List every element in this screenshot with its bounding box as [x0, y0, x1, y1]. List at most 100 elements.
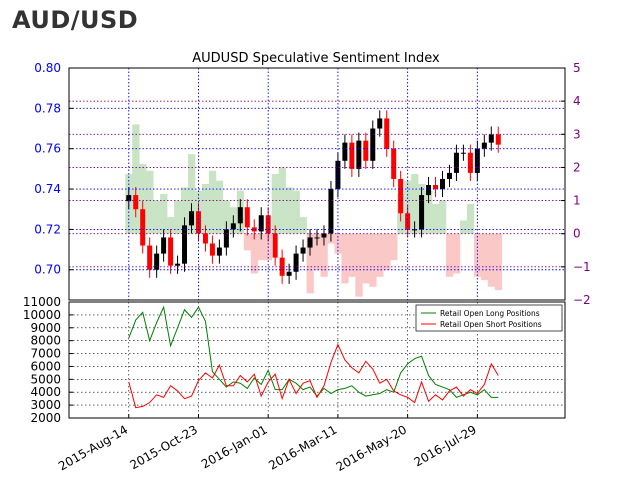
y-tick-label: 0.70	[34, 263, 61, 277]
price-candle	[251, 227, 257, 232]
price-candle	[140, 209, 146, 246]
price-candle	[460, 152, 466, 154]
price-candle	[363, 140, 369, 161]
y-tick-label: 1	[573, 194, 581, 208]
price-candle	[433, 185, 439, 190]
sentiment-bar	[299, 217, 307, 234]
sentiment-bar	[355, 233, 363, 297]
price-candle	[230, 223, 236, 230]
x-tick-label: 2016-Jul-29	[412, 422, 479, 469]
sentiment-bar	[480, 233, 489, 281]
price-candle	[398, 178, 404, 214]
sentiment-bar	[132, 124, 140, 234]
price-candle	[133, 195, 139, 210]
price-candle	[293, 253, 299, 272]
sentiment-bar	[292, 190, 300, 234]
sentiment-bar	[390, 233, 398, 261]
price-candle	[202, 233, 208, 244]
price-candle	[342, 142, 348, 161]
price-candle	[314, 237, 320, 239]
price-candle	[189, 211, 195, 226]
x-tick-label: 2016-Jan-01	[199, 422, 270, 471]
price-sentiment-panel: 0.70 0.72 0.74 0.76 0.78 0.80 −2 −1 0 1 2 3 4 5	[34, 61, 590, 307]
x-tick-label: 2015-Aug-14	[56, 422, 130, 473]
price-candle	[244, 207, 250, 228]
price-candle	[286, 271, 292, 276]
price-candle	[272, 233, 278, 258]
plot-frame	[68, 301, 566, 419]
sentiment-bar	[271, 174, 279, 234]
price-candle	[419, 195, 425, 230]
sentiment-bar	[445, 233, 454, 277]
price-candle	[328, 189, 334, 234]
price-candle	[474, 148, 480, 173]
y-tick-label: 11000	[23, 295, 61, 309]
sentiment-bar	[306, 233, 314, 294]
sentiment-bar	[174, 200, 182, 234]
x-tick-label: 2015-Oct-23	[128, 422, 200, 472]
price-candle	[439, 178, 445, 190]
positions-panel: 2000300040005000600070008000900010000110…	[23, 295, 566, 425]
y-tick-label: 4	[573, 94, 581, 108]
sentiment-bar	[167, 217, 175, 234]
price-candle	[209, 243, 215, 256]
sentiment-bar	[181, 187, 189, 234]
price-candle	[279, 257, 285, 276]
price-candle	[467, 152, 473, 173]
sentiment-bar	[320, 233, 328, 277]
price-candle	[391, 148, 397, 179]
sentiment-bar	[362, 233, 370, 284]
sentiment-bar	[153, 200, 161, 234]
sentiment-bar	[250, 233, 259, 274]
sentiment-bar	[487, 233, 496, 287]
price-candle	[237, 207, 243, 224]
sentiment-bar	[215, 180, 224, 234]
sentiment-bar	[208, 170, 217, 234]
price-candle	[356, 140, 362, 169]
sentiment-bar	[376, 233, 384, 277]
price-candle	[216, 247, 222, 256]
y-tick-label: 5000	[30, 372, 61, 386]
sentiment-bar	[222, 200, 231, 234]
price-candle	[175, 263, 181, 266]
y-tick-label: 5	[573, 61, 581, 75]
sentiment-bar	[473, 233, 482, 277]
sentiment-bar	[313, 233, 321, 271]
price-candle	[405, 213, 411, 230]
y-tick-label: −2	[573, 293, 591, 307]
y-tick-label: 0.74	[34, 182, 61, 196]
price-candle	[412, 229, 418, 231]
y-tick-label: 9000	[30, 321, 61, 335]
sentiment-bar	[243, 233, 252, 251]
legend-box	[415, 304, 563, 332]
price-candle	[265, 215, 271, 234]
price-candle	[154, 253, 160, 270]
y-tick-label: 6000	[30, 359, 61, 373]
price-candle	[307, 237, 313, 248]
sentiment-bar	[411, 174, 419, 234]
legend: Retail Open Long Positions Retail Open Sh…	[415, 304, 563, 332]
y-tick-label: 2000	[30, 411, 61, 425]
legend-label: Retail Open Short Positions	[440, 320, 542, 329]
price-candle	[426, 185, 432, 196]
price-candle	[446, 172, 452, 179]
sentiment-bar	[278, 167, 286, 234]
y-tick-label: 0.78	[34, 101, 61, 115]
y-tick-label: 3000	[30, 398, 61, 412]
sentiment-bar	[188, 154, 196, 234]
price-candle	[453, 152, 459, 173]
price-candle	[335, 160, 341, 190]
sentiment-bar	[494, 233, 503, 291]
price-candle	[147, 245, 153, 270]
y-tick-label: 7000	[30, 347, 61, 361]
price-candle	[300, 247, 306, 254]
chart-title: AUDUSD Speculative Sentiment Index	[192, 51, 440, 66]
long-positions-line	[128, 305, 499, 398]
price-candle	[321, 233, 327, 238]
plot-frame	[68, 67, 566, 301]
price-candle	[370, 128, 376, 161]
sentiment-bar	[201, 184, 210, 234]
price-candle	[488, 134, 494, 143]
y-tick-label: 3	[573, 127, 581, 141]
x-tick-label: 2016-May-20	[334, 422, 409, 474]
